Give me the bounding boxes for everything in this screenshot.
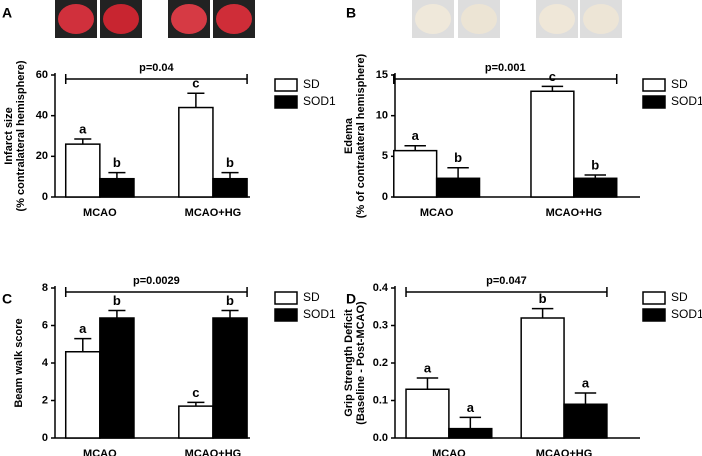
legend-swatch [274, 95, 298, 109]
y-tick-label: 60 [36, 69, 48, 81]
legend-label: SOD1 [671, 307, 702, 321]
y-tick-label: 0.1 [373, 394, 388, 406]
significance-letter: c [192, 76, 199, 91]
bar [64, 143, 101, 198]
y-axis-label: Beam walk score [13, 318, 25, 407]
y-tick-label: 6 [42, 319, 48, 331]
y-tick-label: 4 [42, 357, 49, 369]
panel-letter: A [2, 5, 12, 21]
bar [573, 177, 618, 198]
y-axis-label: Grip Strength Deficit [343, 309, 355, 417]
significance-letter: b [454, 150, 462, 165]
bar [448, 427, 493, 439]
bar [178, 106, 214, 198]
x-tick-label: MCAO+HG [546, 207, 603, 219]
panel-letter: B [346, 5, 356, 21]
legend-swatch [274, 308, 298, 322]
x-tick-label: MCAO [83, 448, 117, 456]
y-axis-label: (% of contralateral hemisphere) [355, 53, 367, 218]
y-tick-label: 0.0 [373, 432, 388, 444]
legend-swatch [642, 308, 666, 322]
legend-label: SOD1 [303, 307, 336, 321]
annotation: p=0.0029 [133, 275, 180, 287]
annotation: p=0.047 [486, 275, 527, 287]
y-axis-label: (Baseline - Post-MCAO) [355, 301, 367, 425]
y-tick-label: 0.3 [373, 319, 388, 331]
significance-letter: a [412, 128, 420, 143]
significance-letter: c [549, 69, 556, 84]
annotation: p=0.001 [485, 62, 526, 74]
y-tick-label: 5 [382, 150, 388, 162]
bar [99, 177, 135, 198]
y-tick-label: 2 [42, 394, 48, 406]
legend-swatch [274, 78, 298, 92]
significance-letter: a [79, 321, 87, 336]
x-tick-label: MCAO [432, 448, 466, 456]
bar [64, 351, 101, 439]
y-tick-label: 0 [382, 191, 388, 203]
x-tick-label: MCAO+HG [536, 448, 593, 456]
legend-label: SD [671, 290, 688, 304]
panel-letter: C [2, 291, 12, 307]
legend-label: SD [303, 290, 320, 304]
bar [520, 317, 565, 439]
y-tick-label: 40 [36, 110, 48, 122]
bar [212, 317, 248, 439]
significance-letter: b [226, 293, 234, 308]
panel-letter: D [346, 291, 356, 307]
legend-swatch [642, 78, 666, 92]
legend-swatch [642, 95, 666, 109]
bar [435, 177, 481, 198]
x-tick-label: MCAO+HG [185, 448, 242, 456]
significance-bracket [405, 287, 608, 297]
bar [405, 388, 450, 439]
y-axis-label: (% contralateral hemisphere) [15, 60, 27, 211]
y-tick-label: 20 [36, 150, 48, 162]
significance-letter: b [113, 293, 121, 308]
legend-swatch [274, 291, 298, 305]
significance-bracket [64, 74, 248, 84]
significance-bracket [64, 287, 248, 297]
y-tick-label: 15 [376, 69, 388, 81]
x-tick-label: MCAO [420, 207, 454, 219]
y-tick-label: 8 [42, 282, 48, 294]
x-tick-label: MCAO+HG [185, 207, 242, 219]
y-tick-label: 0 [42, 432, 48, 444]
legend-label: SD [303, 77, 320, 91]
x-tick-label: MCAO [83, 207, 117, 219]
bar [393, 149, 438, 198]
bar [99, 317, 135, 439]
y-tick-label: 10 [376, 110, 388, 122]
significance-letter: c [192, 385, 199, 400]
bar [212, 177, 248, 198]
significance-letter: b [539, 291, 547, 306]
significance-letter: a [79, 121, 87, 136]
bar [563, 403, 608, 439]
bar [178, 405, 214, 439]
significance-letter: b [113, 155, 121, 170]
significance-letter: a [467, 400, 475, 415]
legend-swatch [642, 291, 666, 305]
brain-images-b [412, 0, 622, 38]
y-tick-label: 0 [42, 191, 48, 203]
legend-label: SOD1 [303, 94, 336, 108]
bar [530, 90, 575, 198]
legend-label: SD [671, 77, 688, 91]
significance-letter: a [424, 360, 432, 375]
annotation: p=0.04 [139, 62, 174, 74]
legend-label: SOD1 [671, 94, 702, 108]
y-axis-label: Edema [343, 117, 355, 154]
y-axis-label: Infarct size [3, 107, 15, 164]
significance-letter: b [226, 155, 234, 170]
significance-letter: a [582, 375, 590, 390]
significance-letter: b [591, 157, 599, 172]
significance-bracket [393, 74, 618, 84]
y-tick-label: 0.2 [373, 357, 388, 369]
brain-images-a [55, 0, 255, 38]
y-tick-label: 0.4 [373, 282, 389, 294]
